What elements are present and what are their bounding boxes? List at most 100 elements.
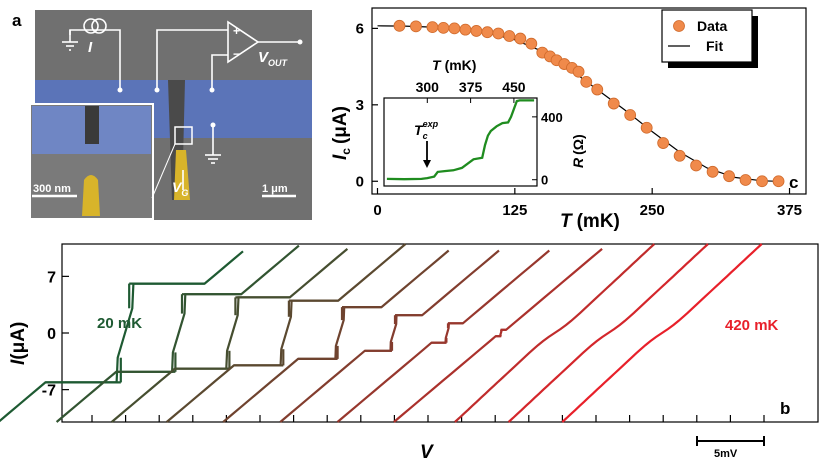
scale-bar-big-label: 1 μm <box>262 183 288 195</box>
b-y-tick-label: 7 <box>47 269 56 286</box>
iv-curve <box>165 243 407 423</box>
panel-b-label: b <box>780 399 790 418</box>
data-point <box>723 170 735 183</box>
data-point <box>481 26 494 39</box>
zoom-box <box>174 126 193 145</box>
data-point <box>673 149 686 162</box>
panel-b: 7 0 -7 20 mK 420 mK I(μA) V 5mV b <box>0 243 819 463</box>
opamp-minus: − <box>233 47 240 61</box>
panel-c-y-ticks: 0 3 6 <box>356 20 378 190</box>
panel-b-frame <box>61 243 819 423</box>
data-point <box>572 65 585 78</box>
legend-data-label: Data <box>697 18 728 34</box>
iv-curves <box>0 243 763 423</box>
inset-y-label: R(Ω) <box>570 134 586 168</box>
c-y-tick-label: 6 <box>356 20 364 37</box>
iv-curve <box>55 244 300 423</box>
gate-tip <box>174 150 190 200</box>
circuit <box>62 18 300 190</box>
data-point <box>624 109 637 121</box>
iv-curve <box>561 243 763 423</box>
data-point <box>393 19 406 32</box>
opamp-plus: + <box>233 24 240 38</box>
data-point <box>739 174 752 186</box>
tc-annotation: Tcexp <box>414 119 439 141</box>
scale-bar-inset-label: 300 nm <box>33 183 71 195</box>
c-y-tick-label: 3 <box>356 97 364 114</box>
iv-curve <box>336 249 551 423</box>
data-points <box>393 19 785 188</box>
data-point <box>492 27 505 40</box>
data-point <box>607 97 620 110</box>
tc-arrow-head <box>423 160 431 168</box>
inset-y-ticks: 0 400 <box>532 110 563 188</box>
inset-x-tick-label: 300 <box>416 79 440 95</box>
iv-curve <box>279 249 500 423</box>
data-point <box>470 25 483 37</box>
panel-b-x-label: V <box>420 442 434 463</box>
iv-curve <box>110 248 349 423</box>
data-point <box>525 37 538 50</box>
data-point <box>580 75 593 88</box>
data-point <box>459 23 472 36</box>
iv-curve <box>0 250 244 423</box>
b-y-tick-label: -7 <box>42 383 56 400</box>
data-point <box>437 21 450 34</box>
data-point <box>657 137 670 149</box>
inset-y-tick-label: 0 <box>541 173 548 188</box>
circuit-nodes <box>117 39 303 128</box>
iv-curve <box>393 248 603 423</box>
current-source-label: I <box>88 39 93 56</box>
panel-c-y-label: Ic(μA) <box>330 106 353 160</box>
data-point <box>503 30 516 42</box>
c-y-tick-label: 0 <box>356 173 364 190</box>
iv-curve <box>507 243 709 423</box>
inset-x-label: T (mK) <box>432 57 476 73</box>
data-point <box>448 22 461 35</box>
inset-x-tick-label: 375 <box>459 79 483 95</box>
panel-c-x-label: T (mK) <box>560 211 620 232</box>
legend: Data Fit <box>661 9 758 68</box>
inset-resistance-curve <box>386 99 535 181</box>
inset-x-ticks: 300 375 450 <box>416 79 526 103</box>
c-x-tick-label: 375 <box>777 202 802 219</box>
c-x-tick-label: 250 <box>640 202 665 219</box>
c-x-tick-label: 125 <box>502 202 527 219</box>
inset-gap <box>85 106 99 144</box>
legend-box <box>661 9 753 63</box>
data-point <box>706 165 719 178</box>
panel-c: 0 125 250 375 0 3 6 T (mK) Ic(μA) c Data Fit 3… <box>330 7 807 232</box>
data-point <box>690 159 703 172</box>
iv-curve <box>222 249 450 423</box>
legend-fit-label: Fit <box>706 38 723 54</box>
data-point <box>772 175 785 188</box>
legend-data-marker <box>673 20 685 32</box>
b-y-tick-label: 0 <box>47 326 56 343</box>
vout-label: VOUT <box>258 49 289 68</box>
panel-b-x-ticks <box>91 415 765 422</box>
panel-b-y-ticks: 7 0 -7 <box>42 269 69 400</box>
iv-curve <box>454 243 656 423</box>
data-point <box>640 121 653 134</box>
data-point <box>756 175 768 188</box>
panel-a: + − I VOUT VG 1 μm 300 nm a <box>12 10 312 220</box>
panel-c-frame <box>371 7 807 195</box>
inset-x-tick-label: 450 <box>502 79 526 95</box>
label-first-temp: 20 mK <box>97 315 142 332</box>
panel-c-label: c <box>789 173 798 192</box>
data-point <box>514 32 527 45</box>
inset-gate-tip <box>82 175 100 216</box>
gate-voltage-label: VG <box>172 179 188 198</box>
data-point <box>591 83 604 96</box>
panel-a-label: a <box>12 11 22 30</box>
scale-bar-5mv-label: 5mV <box>714 448 738 460</box>
c-x-tick-label: 0 <box>373 202 381 219</box>
data-point <box>426 21 439 34</box>
data-point <box>410 20 422 33</box>
inset-chart: 300 375 450 0 400 T (mK) R(Ω) Tcexp <box>383 57 586 188</box>
label-last-temp: 420 mK <box>725 317 779 334</box>
panel-b-y-label: I(μA) <box>8 322 29 365</box>
zoom-line <box>151 143 176 199</box>
inset-y-tick-label: 400 <box>541 110 563 125</box>
